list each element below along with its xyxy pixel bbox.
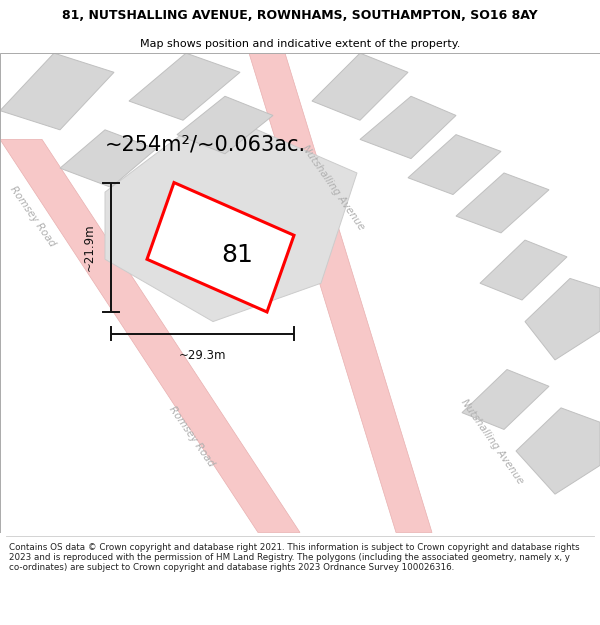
Polygon shape xyxy=(0,139,300,532)
Polygon shape xyxy=(60,130,156,188)
Polygon shape xyxy=(360,96,456,159)
Text: Nutshalling Avenue: Nutshalling Avenue xyxy=(300,143,366,232)
Polygon shape xyxy=(312,53,408,120)
Polygon shape xyxy=(462,369,549,429)
Text: ~254m²/~0.063ac.: ~254m²/~0.063ac. xyxy=(105,134,306,154)
Polygon shape xyxy=(177,96,273,154)
Text: Romsey Road: Romsey Road xyxy=(167,404,217,469)
Text: Romsey Road: Romsey Road xyxy=(8,184,58,248)
Text: Contains OS data © Crown copyright and database right 2021. This information is : Contains OS data © Crown copyright and d… xyxy=(9,542,580,572)
Polygon shape xyxy=(105,111,357,322)
Polygon shape xyxy=(147,182,294,312)
Polygon shape xyxy=(480,240,567,300)
Text: Nutshalling Avenue: Nutshalling Avenue xyxy=(459,397,525,486)
Polygon shape xyxy=(0,53,114,130)
Polygon shape xyxy=(249,53,432,532)
Polygon shape xyxy=(456,173,549,233)
Polygon shape xyxy=(129,53,240,120)
Text: 81, NUTSHALLING AVENUE, ROWNHAMS, SOUTHAMPTON, SO16 8AY: 81, NUTSHALLING AVENUE, ROWNHAMS, SOUTHA… xyxy=(62,9,538,22)
Polygon shape xyxy=(516,408,600,494)
Text: Map shows position and indicative extent of the property.: Map shows position and indicative extent… xyxy=(140,39,460,49)
Polygon shape xyxy=(408,134,501,194)
Text: ~21.9m: ~21.9m xyxy=(83,224,96,271)
Text: 81: 81 xyxy=(221,243,253,268)
Polygon shape xyxy=(525,278,600,360)
Text: ~29.3m: ~29.3m xyxy=(179,349,226,362)
